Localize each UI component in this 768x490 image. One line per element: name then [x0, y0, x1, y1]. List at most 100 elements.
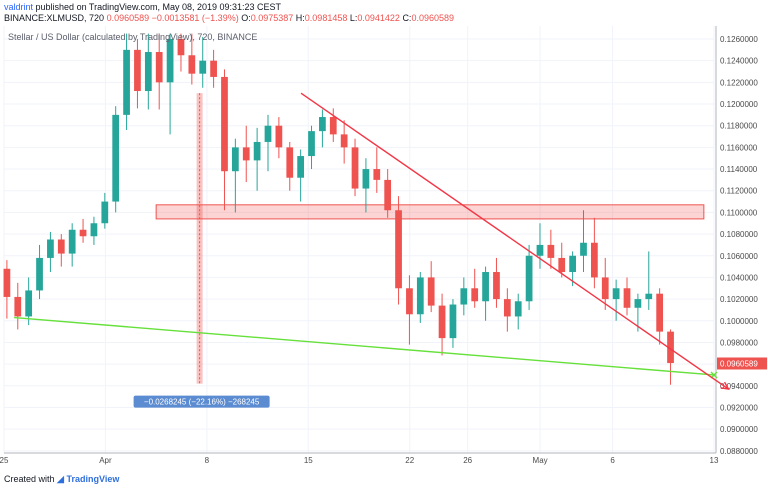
candlestick-chart[interactable]: 0.1260000 0.1240000 0.1220000 0.1200000 0.11…: [0, 0, 768, 470]
measure-label-box: [133, 395, 270, 408]
candle-body: [438, 305, 446, 339]
candle: [667, 329, 674, 385]
candle: [634, 293, 642, 332]
candle-body: [362, 169, 370, 189]
candle: [514, 293, 522, 330]
candle: [351, 138, 359, 197]
candle: [329, 108, 337, 142]
y-tick-label: 0.0940000: [720, 382, 758, 391]
candle: [656, 288, 664, 345]
candle-body: [656, 293, 664, 332]
candle-body: [340, 134, 348, 148]
y-tick-label: 0.0920000: [720, 403, 758, 412]
candle: [144, 33, 152, 110]
candle-body: [427, 277, 435, 306]
candle-body: [482, 272, 489, 302]
candle: [177, 33, 185, 72]
candle: [308, 125, 315, 170]
candle: [460, 277, 468, 316]
author-link[interactable]: valdrint: [4, 2, 34, 12]
candle: [547, 229, 555, 269]
tradingview-brand[interactable]: TradingView: [66, 474, 120, 484]
candle-body: [536, 244, 544, 256]
candle: [482, 266, 489, 321]
candle: [90, 216, 98, 245]
candle-body: [319, 117, 326, 132]
candle-body: [645, 293, 653, 300]
y-tick-label: 0.1100000: [720, 208, 758, 217]
candle-body: [623, 288, 631, 308]
downtrend-trendline: [300, 92, 729, 390]
candle-body: [580, 242, 587, 256]
candle-body: [384, 179, 392, 211]
support-trendline: [14, 316, 715, 376]
candle-body: [297, 156, 305, 178]
candle-body: [634, 299, 642, 308]
y-tick-label: 0.1160000: [720, 143, 758, 152]
low-label: L:: [349, 13, 358, 23]
candle-body: [68, 229, 76, 254]
candle: [25, 277, 33, 326]
measure-label: −0.0268245 (−22.16%) −268245: [133, 395, 270, 408]
candle-body: [525, 255, 533, 302]
candle-body: [3, 268, 11, 297]
candle: [503, 288, 511, 332]
candle: [286, 141, 294, 191]
tradingview-logo-icon[interactable]: ◢: [57, 474, 64, 484]
candle: [79, 218, 87, 243]
last-price-marker: [717, 357, 767, 370]
candle: [188, 33, 196, 85]
y-tick-label: 0.0980000: [720, 338, 758, 347]
candle-body: [231, 147, 239, 172]
candle-body: [558, 257, 566, 273]
candle: [123, 33, 130, 131]
candle: [155, 33, 163, 110]
candle: [319, 109, 326, 148]
measure-label-text: −0.0268245 (−22.16%) −268245: [144, 398, 260, 407]
candle: [101, 192, 109, 229]
x-tick-label: 6: [610, 456, 615, 465]
candle-body: [101, 201, 109, 224]
candle: [373, 147, 381, 193]
candle: [623, 277, 631, 316]
change-value: −0.0013581 (−1.39%): [151, 13, 239, 23]
candle: [449, 299, 457, 348]
footer: Created with ◢ TradingView: [4, 474, 119, 485]
candle: [14, 282, 22, 330]
candle-body: [395, 210, 402, 289]
candle: [231, 138, 239, 213]
candle: [166, 33, 174, 135]
close-label: C:: [402, 13, 412, 23]
candle-body: [264, 125, 272, 142]
candle-body: [547, 244, 555, 258]
x-tick-label: 25: [0, 456, 9, 465]
created-with-text: Created with: [4, 474, 55, 484]
candle-body: [373, 169, 381, 180]
candle: [68, 223, 76, 267]
y-tick-label: 0.1220000: [720, 78, 758, 87]
candle: [395, 196, 402, 305]
symbol-label: BINANCE:XLMUSD, 720: [4, 13, 105, 23]
x-tick-label: 13: [710, 456, 719, 465]
candle: [275, 117, 283, 159]
candle-body: [308, 131, 315, 157]
candle-body: [253, 141, 261, 161]
x-tick-label: 15: [304, 456, 313, 465]
candle: [112, 106, 120, 213]
candle-body: [47, 239, 54, 258]
candle-body: [123, 49, 130, 115]
candle-body: [329, 117, 337, 135]
candle: [199, 36, 207, 88]
y-tick-label: 0.1200000: [720, 100, 758, 109]
candle: [471, 268, 479, 308]
candle-body: [601, 277, 609, 300]
candle: [612, 279, 620, 321]
candle: [525, 244, 533, 310]
downtrend-arrow-icon: [720, 381, 730, 390]
ohlc-line: BINANCE:XLMUSD, 720 0.0960589 −0.0013581…: [4, 13, 454, 23]
candle-body: [188, 55, 196, 74]
candle-body: [112, 114, 120, 202]
candle-body: [514, 301, 522, 317]
candle: [134, 39, 141, 109]
candle: [601, 257, 609, 310]
